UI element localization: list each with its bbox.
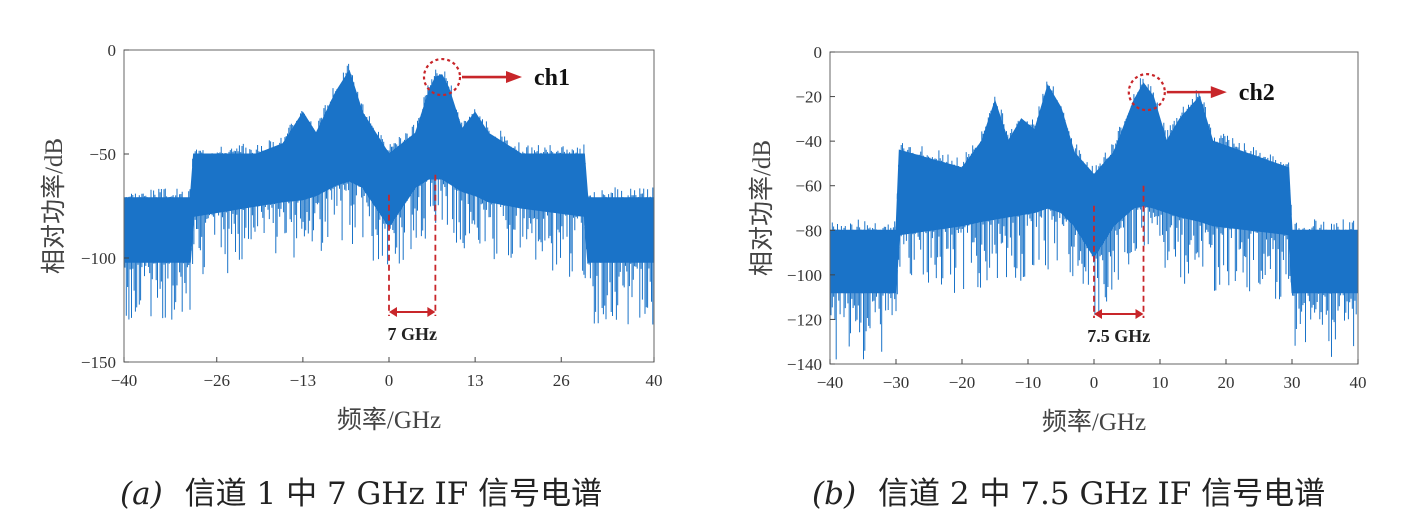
channel-circle	[1127, 73, 1166, 112]
x-tick-label: −13	[290, 371, 317, 390]
y-tick-label: −40	[795, 132, 822, 151]
x-tick-label: 30	[1284, 373, 1301, 392]
caption-a-label: (a)	[120, 476, 163, 512]
x-tick-label: 13	[467, 371, 484, 390]
x-tick-label: −40	[817, 373, 844, 392]
x-axis-label: 频率/GHz	[337, 406, 441, 434]
y-tick-label: −100	[81, 249, 116, 268]
channel-label: ch1	[534, 65, 570, 91]
bracket-arrow-left	[389, 307, 397, 317]
chart-b: −40 −30 −20 −10 0 10 20 30 400−20−40−60−80−100−1…	[748, 43, 1367, 436]
channel-arrowhead	[506, 71, 522, 84]
x-tick-label: 26	[553, 371, 570, 390]
y-tick-label: −150	[81, 353, 116, 372]
y-tick-label: 0	[108, 41, 117, 60]
x-tick-label: 40	[646, 371, 663, 390]
x-tick-label: −26	[203, 371, 230, 390]
channel-arrowhead	[1210, 86, 1227, 99]
channel-label: ch2	[1239, 80, 1275, 106]
x-tick-label: 0	[1090, 373, 1099, 392]
y-tick-label: −140	[787, 355, 822, 374]
bracket-label: 7 GHz	[387, 324, 437, 344]
y-tick-label: −100	[787, 266, 822, 285]
y-axis-label: 相对功率/dB	[40, 138, 68, 274]
channel-circle	[422, 57, 462, 97]
x-tick-label: 10	[1152, 373, 1169, 392]
bracket-arrow-right	[1135, 309, 1144, 319]
x-tick-label: −30	[883, 373, 910, 392]
x-tick-label: 20	[1218, 373, 1235, 392]
caption-b: (b) 信道 2 中 7.5 GHz IF 信号电谱	[812, 468, 1325, 513]
spectrum-noise	[124, 63, 654, 325]
bracket-label: 7.5 GHz	[1087, 326, 1150, 346]
x-tick-label: 40	[1350, 373, 1367, 392]
x-axis-label: 频率/GHz	[1042, 408, 1146, 436]
caption-b-label: (b)	[812, 476, 857, 512]
y-tick-label: −80	[795, 221, 822, 240]
bracket-arrow-right	[427, 307, 436, 317]
y-tick-label: −60	[795, 177, 822, 196]
y-tick-label: −120	[787, 310, 822, 329]
x-tick-label: −10	[1015, 373, 1042, 392]
spectrum-noise	[830, 78, 1357, 360]
x-tick-label: 0	[385, 371, 394, 390]
chart-a: −40 −26 −13 0 13 26 40 0 −50 −100 −150 频率/GHz 相对功率/d…	[40, 41, 663, 434]
x-tick-label: −40	[111, 371, 138, 390]
x-tick-label: −20	[949, 373, 976, 392]
bracket-arrow-left	[1094, 309, 1102, 319]
y-tick-label: −50	[89, 145, 116, 164]
y-axis-label: 相对功率/dB	[748, 140, 776, 276]
caption-b-text: 信道 2 中 7.5 GHz IF 信号电谱	[878, 476, 1326, 512]
caption-a: (a) 信道 1 中 7 GHz IF 信号电谱	[120, 468, 602, 513]
y-tick-label: 0	[814, 43, 823, 62]
caption-a-text: 信道 1 中 7 GHz IF 信号电谱	[184, 476, 603, 512]
y-tick-label: −20	[795, 88, 822, 107]
